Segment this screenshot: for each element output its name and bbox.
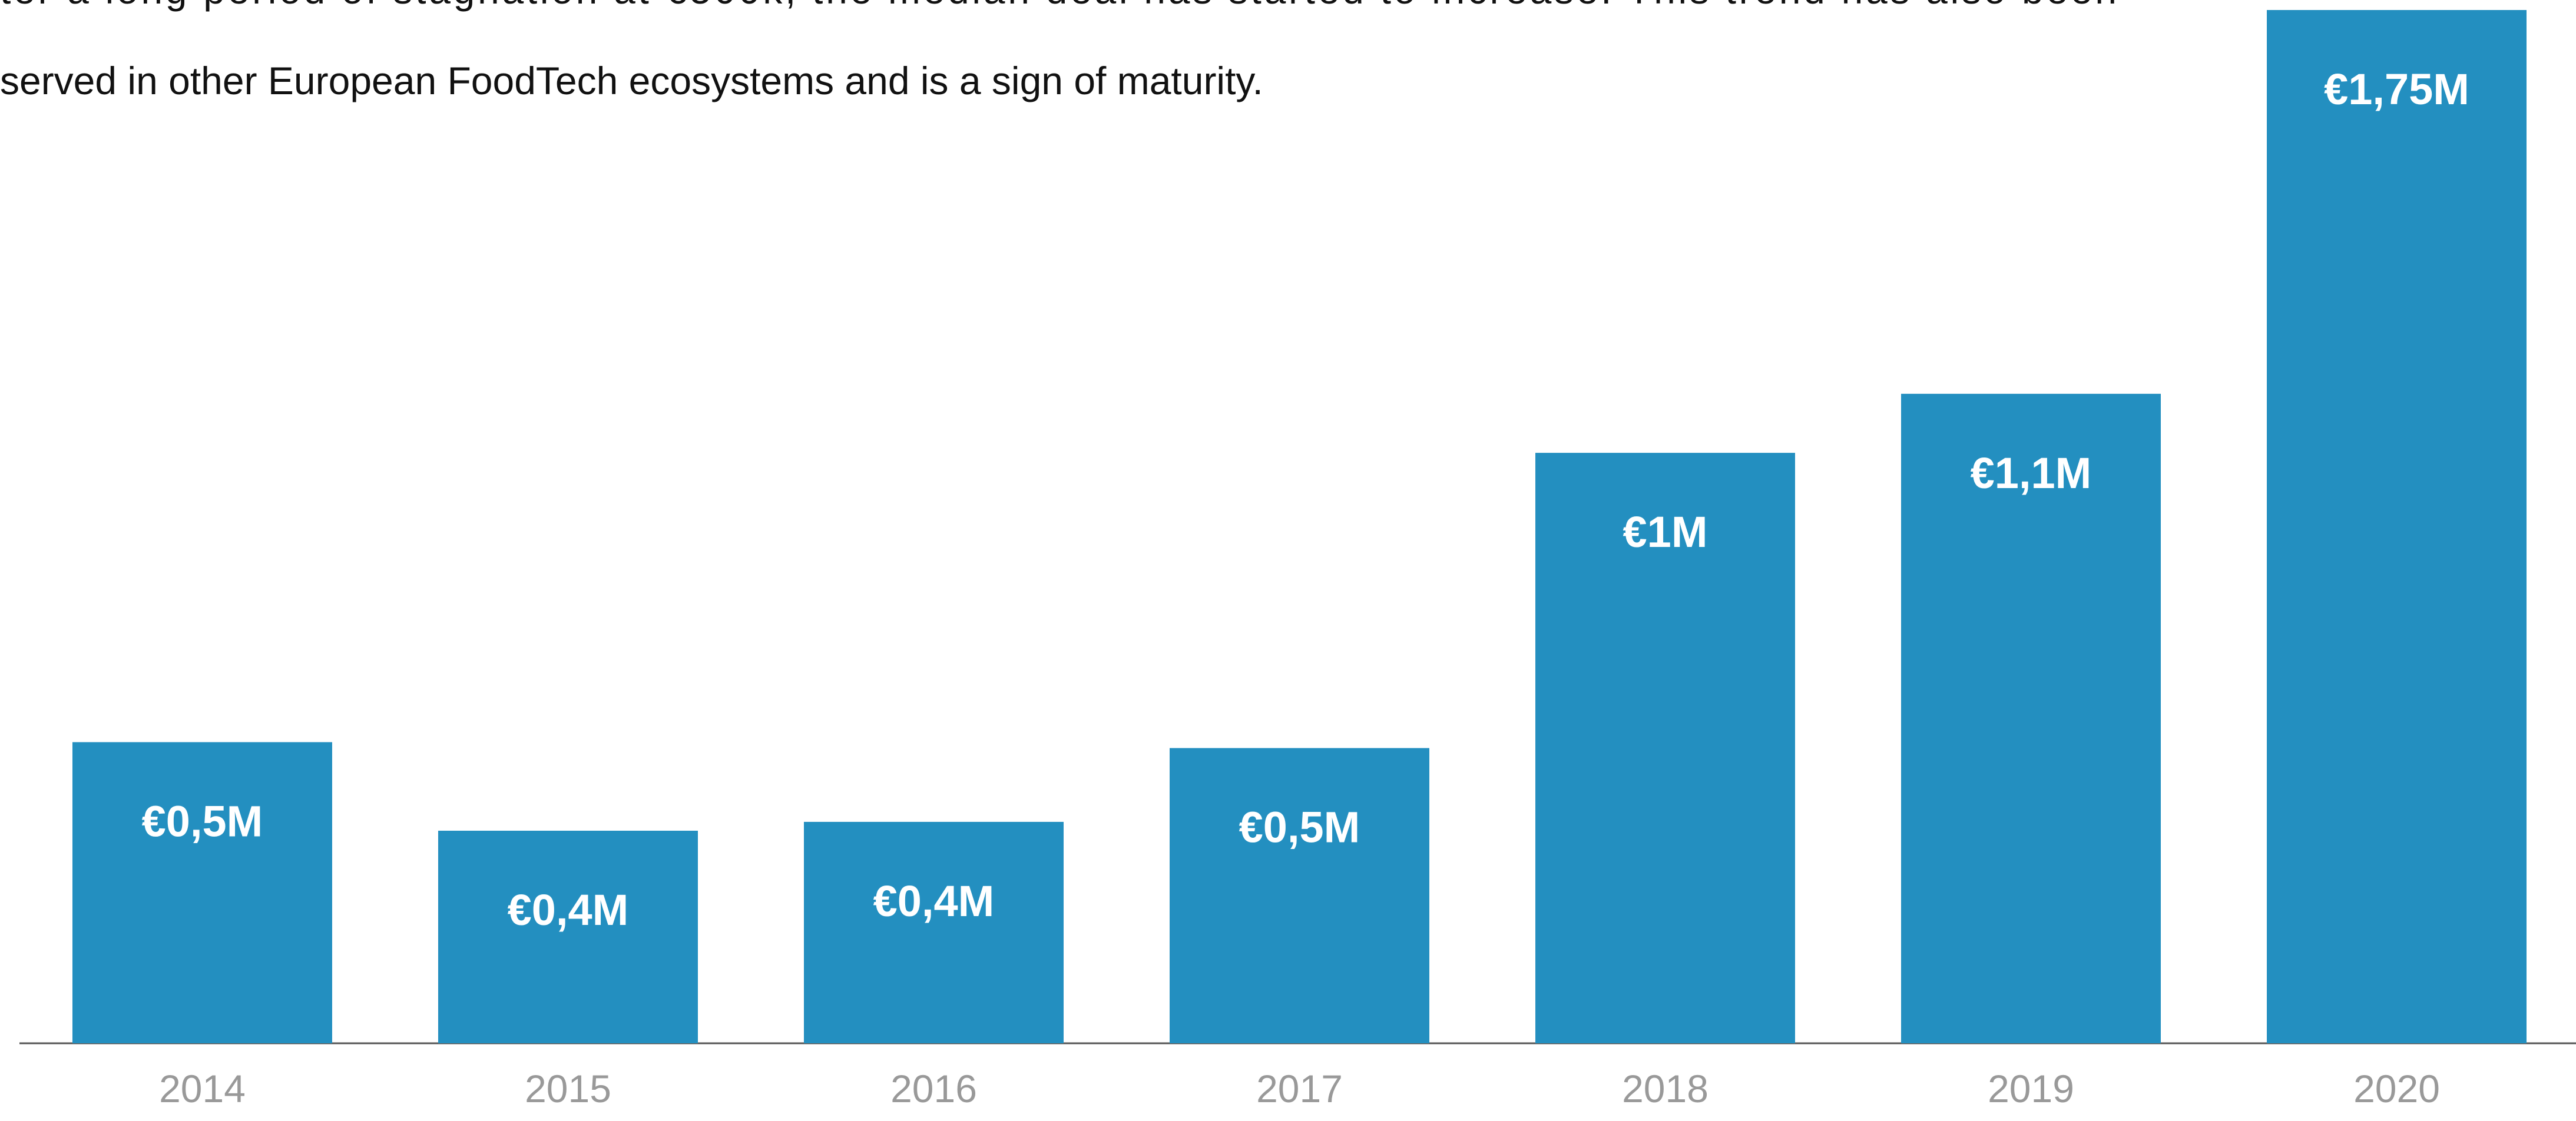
x-tick-label: 2019 — [1988, 1067, 2074, 1110]
bar — [804, 821, 1064, 1043]
x-tick-label: 2018 — [1622, 1067, 1708, 1110]
x-tick-label: 2017 — [1256, 1067, 1343, 1110]
x-tick-label: 2016 — [890, 1067, 977, 1110]
bar — [1170, 748, 1429, 1043]
bar — [1901, 393, 2161, 1043]
value-label: €1,1M — [1971, 449, 2092, 498]
value-label: €0,4M — [508, 885, 629, 934]
bar — [72, 742, 332, 1043]
value-label: €1M — [1623, 508, 1708, 556]
x-tick-label: 2020 — [2353, 1067, 2440, 1110]
intro-text: served in other European FoodTech ecosys… — [0, 59, 1263, 102]
value-label: €1,75M — [2324, 65, 2469, 114]
x-tick-label: 2014 — [159, 1067, 246, 1110]
bar — [438, 830, 698, 1043]
value-label: €0,4M — [873, 877, 995, 926]
value-label: €0,5M — [142, 797, 263, 846]
value-label: €0,5M — [1239, 803, 1360, 852]
x-tick-label: 2015 — [525, 1067, 611, 1110]
bar — [1535, 453, 1795, 1043]
intro-text: ter a long period of stagnation at €500k… — [0, 0, 2117, 12]
bar — [2267, 10, 2527, 1043]
